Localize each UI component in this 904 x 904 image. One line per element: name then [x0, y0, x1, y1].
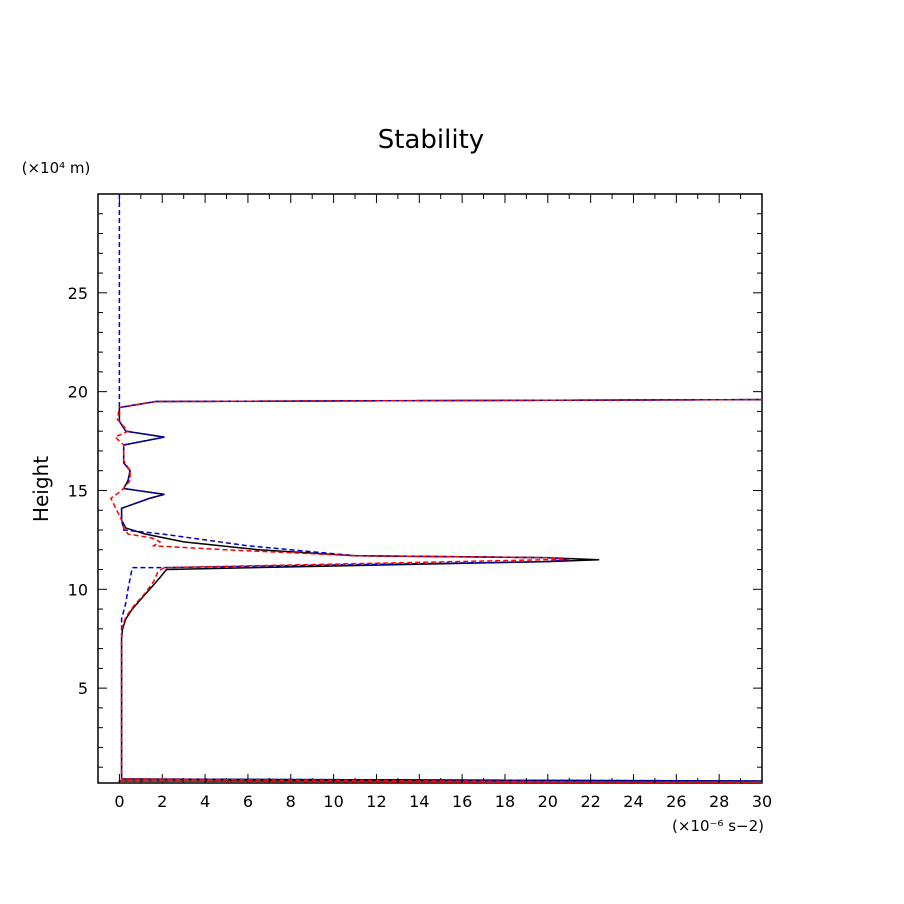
x-tick-label: 0 [114, 792, 124, 811]
series-line-3 [109, 398, 762, 783]
x-unit-label: (×10⁻⁶ s−2) [672, 817, 764, 835]
y-tick-label: 5 [78, 679, 88, 698]
series-line-1 [118, 398, 762, 783]
plot-frame [97, 193, 763, 784]
y-tick-label: 15 [68, 481, 88, 500]
chart-title: Stability [378, 125, 484, 155]
x-tick-label: 6 [243, 792, 253, 811]
y-tick-label: 10 [68, 580, 88, 599]
x-tick-label: 2 [157, 792, 167, 811]
y-tick-label: 20 [68, 383, 88, 402]
x-tick-label: 22 [580, 792, 600, 811]
x-tick-label: 16 [452, 792, 472, 811]
series-line-2 [118, 194, 762, 782]
x-tick-label: 12 [366, 792, 386, 811]
x-tick-label: 8 [286, 792, 296, 811]
x-tick-label: 20 [538, 792, 558, 811]
x-tick-label: 18 [495, 792, 515, 811]
x-tick-label: 24 [623, 792, 643, 811]
y-tick-label: 25 [68, 284, 88, 303]
x-tick-label: 10 [323, 792, 343, 811]
y-unit-label: (×10⁴ m) [22, 159, 91, 177]
series-group [109, 194, 762, 783]
x-tick-label: 26 [666, 792, 686, 811]
y-axis-label: Height [29, 456, 53, 522]
x-tick-label: 4 [200, 792, 210, 811]
x-tick-label: 28 [709, 792, 729, 811]
x-tick-label: 14 [409, 792, 429, 811]
x-tick-label: 30 [752, 792, 772, 811]
